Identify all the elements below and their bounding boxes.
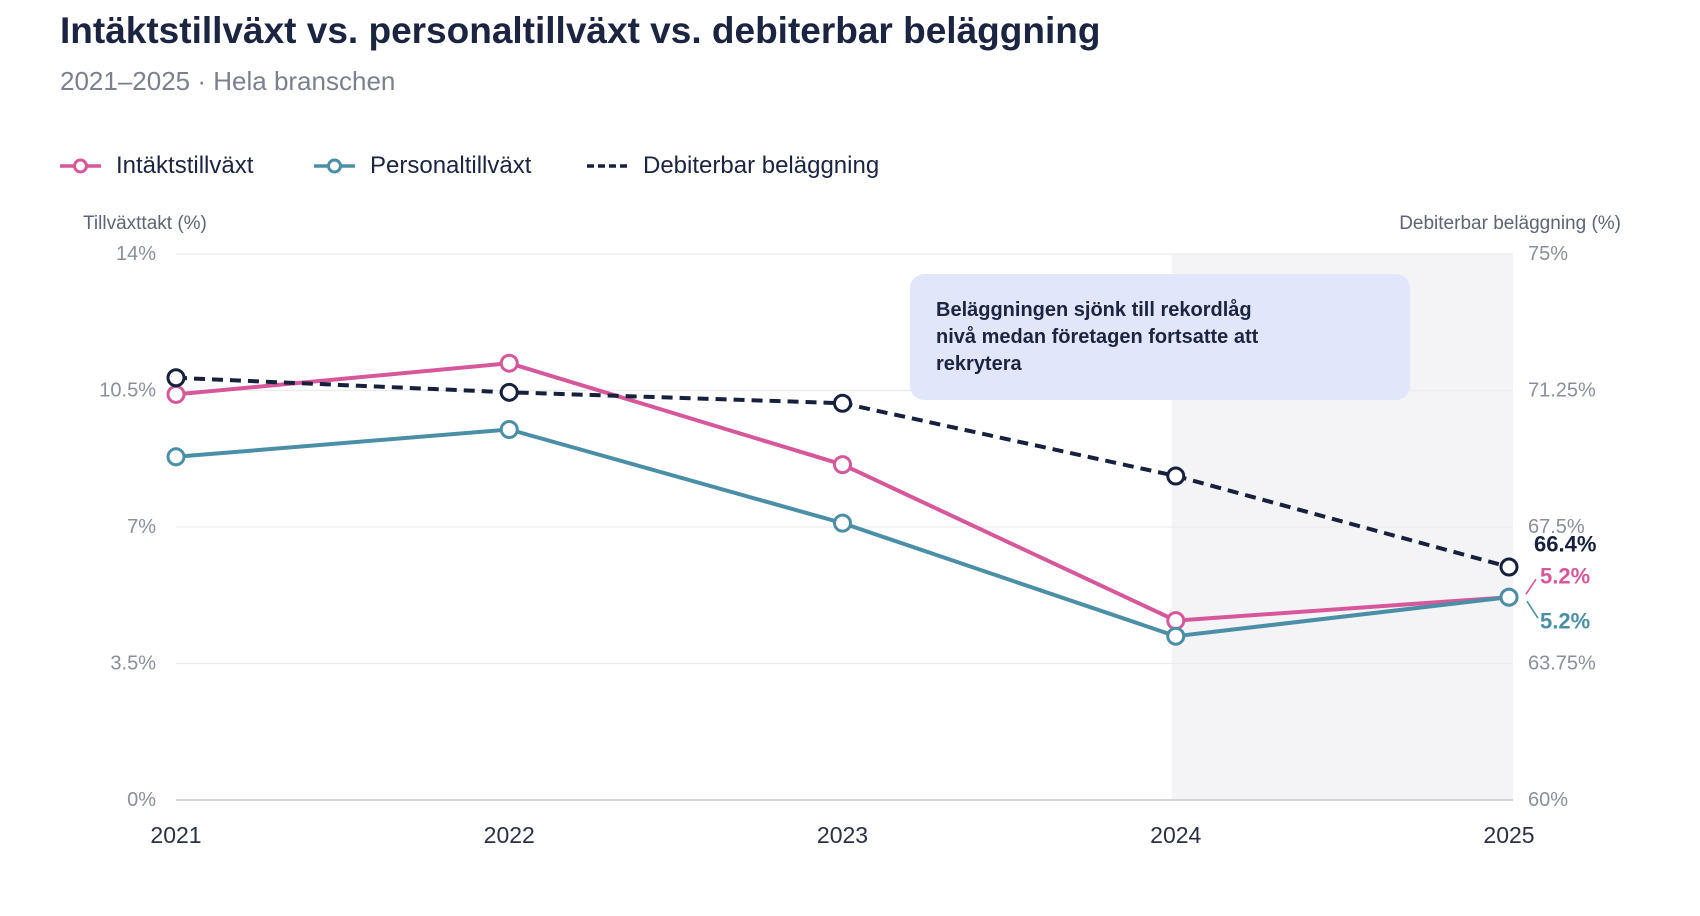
legend-label-revenue-growth: Intäktstillväxt bbox=[116, 152, 254, 179]
headcount-growth-point-2024 bbox=[1166, 626, 1186, 646]
headcount-growth-point-2021 bbox=[166, 447, 186, 467]
left-tick-label: 3.5% bbox=[110, 653, 156, 675]
left-tick-label: 14% bbox=[116, 243, 156, 265]
legend-item-headcount-growth: Personaltillväxt bbox=[314, 151, 531, 181]
legend-item-revenue-growth: Intäktstillväxt bbox=[60, 151, 253, 181]
annotation-text-line: Beläggningen sjönk till rekordlåg bbox=[936, 299, 1252, 321]
legend-label-headcount-growth: Personaltillväxt bbox=[370, 152, 532, 179]
right-tick-label: 60% bbox=[1528, 789, 1568, 811]
chart-title: Intäktstillväxt vs. personaltillväxt vs.… bbox=[60, 10, 1101, 51]
headcount-growth-end-label-leader bbox=[1526, 600, 1539, 619]
revenue-growth-point-2021 bbox=[166, 384, 186, 404]
headcount-growth-point-2023 bbox=[833, 513, 852, 533]
billable-utilization-end-label: 66.4% bbox=[1534, 532, 1596, 557]
series-points-layer bbox=[166, 353, 1519, 646]
billable-utilization-point-2021 bbox=[166, 368, 186, 388]
headcount-growth-point-2022 bbox=[499, 420, 519, 439]
revenue-growth-point-2022 bbox=[499, 353, 519, 373]
revenue-growth-point-2024 bbox=[1166, 611, 1186, 631]
billable-utilization-point-2022 bbox=[499, 382, 519, 402]
x-tick-label: 2023 bbox=[817, 822, 868, 848]
left-tick-label: 7% bbox=[127, 516, 156, 538]
right-tick-label: 71.25% bbox=[1528, 380, 1596, 402]
legend-swatch-headcount-growth bbox=[314, 158, 355, 174]
right-axis-title: Debiterbar beläggning (%) bbox=[1399, 213, 1621, 234]
billable-utilization-point-2024 bbox=[1166, 466, 1186, 486]
revenue-growth-end-label: 5.2% bbox=[1540, 564, 1590, 589]
headcount-growth-point-2025 bbox=[1499, 587, 1519, 607]
x-tick-label: 2025 bbox=[1483, 822, 1534, 848]
right-tick-label: 75% bbox=[1528, 243, 1568, 265]
legend-label-billable-utilization: Debiterbar beläggning bbox=[643, 152, 880, 179]
right-tick-label: 63.75% bbox=[1528, 653, 1596, 675]
legend-swatch-revenue-growth bbox=[60, 158, 101, 174]
x-tick-label: 2021 bbox=[150, 822, 201, 848]
legend-swatch-marker bbox=[327, 158, 342, 174]
x-tick-label: 2024 bbox=[1150, 822, 1201, 848]
legend-swatch-marker bbox=[73, 158, 88, 174]
headcount-growth-end-label: 5.2% bbox=[1540, 609, 1590, 634]
annotation-text-line: rekrytera bbox=[936, 353, 1022, 375]
legend-swatch-billable-utilization bbox=[587, 164, 628, 168]
revenue-growth-point-2023 bbox=[833, 455, 852, 475]
left-tick-label: 10.5% bbox=[99, 380, 156, 402]
billable-utilization-point-2025 bbox=[1499, 557, 1519, 577]
axis-labels-layer: 0% 3.5% 7% 10.5% 14% 60% 63.75% 67.5% 71.25% 75% 2… bbox=[99, 243, 1596, 848]
right-tick-label: 67.5% bbox=[1528, 516, 1585, 538]
annotation-callout: Beläggningen sjönk till rekordlåg nivå m… bbox=[910, 274, 1410, 400]
left-tick-label: 0% bbox=[127, 789, 156, 811]
billable-utilization-point-2023 bbox=[833, 393, 852, 413]
legend-item-billable-utilization: Debiterbar beläggning bbox=[587, 151, 879, 181]
x-tick-label: 2022 bbox=[484, 822, 535, 848]
left-axis-title: Tillväxttakt (%) bbox=[83, 213, 207, 234]
chart-subtitle: 2021–2025 · Hela branschen bbox=[60, 66, 396, 96]
revenue-growth-end-label-leader bbox=[1525, 578, 1537, 595]
end-labels-layer: 5.2% 5.2% 66.4% bbox=[1525, 532, 1596, 634]
annotation-text-line: nivå medan företagen fortsatte att bbox=[936, 326, 1259, 348]
